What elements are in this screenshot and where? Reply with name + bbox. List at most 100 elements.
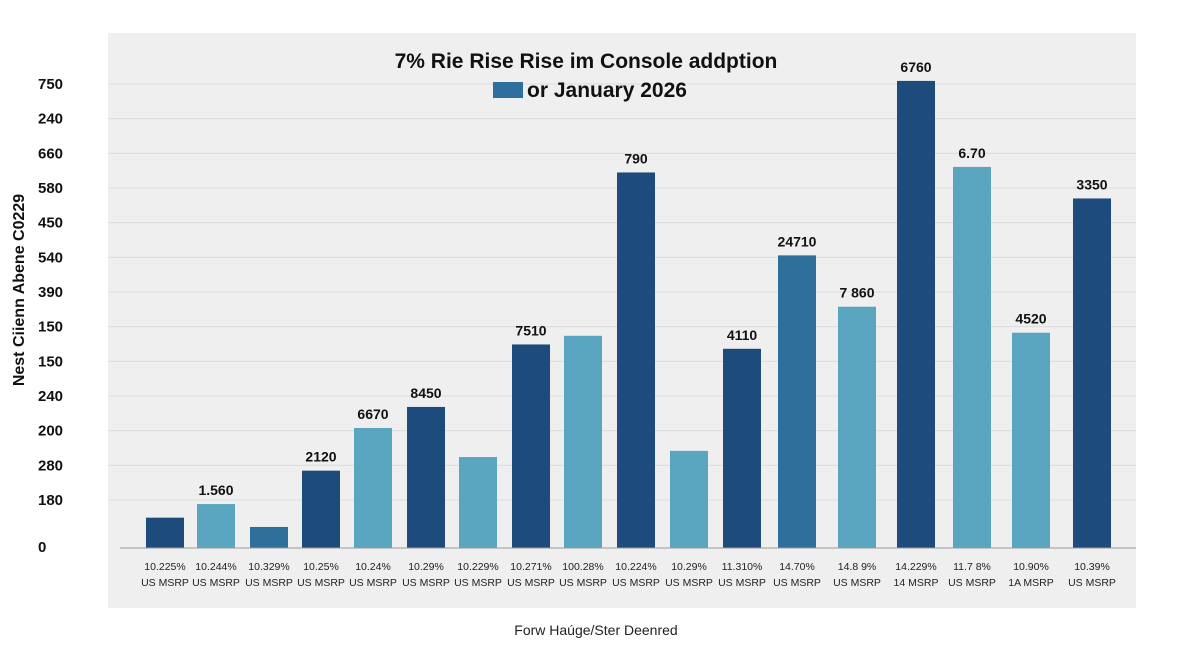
x-tick-label: 10.29% US MSRP [665, 561, 713, 589]
x-tick-label: 10.24% US MSRP [349, 561, 397, 589]
x-tick-labels: 10.225% US MSRP 10.244% US MSRP 10.329% US MS… [141, 561, 1116, 589]
x-tick-label-line1: 10.225% [144, 561, 185, 573]
x-tick-label-line2: US MSRP [718, 577, 766, 589]
y-tick-label: 150 [38, 319, 63, 336]
x-tick-label-line1: 10.271% [510, 561, 551, 573]
y-tick-label: 240 [38, 111, 63, 128]
x-tick-label-line1: 14.229% [895, 561, 936, 573]
bar [953, 166, 991, 548]
data-label: 2120 [305, 449, 336, 465]
data-label: 4110 [727, 327, 758, 343]
y-tick-label: 200 [38, 423, 63, 440]
x-tick-label-line1: 10.29% [671, 561, 707, 573]
x-tick-label-line1: 100.28% [562, 561, 603, 573]
data-label: 6670 [357, 406, 388, 422]
x-tick-label: 10.244% US MSRP [192, 561, 240, 589]
data-label: 7510 [515, 322, 546, 338]
bar [778, 255, 816, 548]
bar [670, 450, 708, 548]
y-tick-label: 280 [38, 457, 63, 474]
x-tick-label: 10.224% US MSRP [612, 561, 660, 589]
x-tick-label: 11.310% US MSRP [718, 561, 766, 589]
data-label: 8450 [410, 385, 441, 401]
x-tick-label: 10.225% US MSRP [141, 561, 189, 589]
x-tick-label: 10.271% US MSRP [507, 561, 555, 589]
x-tick-label-line2: US MSRP [297, 577, 345, 589]
x-tick-label-line1: 14.8 9% [838, 561, 877, 573]
bar [146, 517, 184, 548]
x-tick-label: 10.329% US MSRP [245, 561, 293, 589]
bar [354, 427, 392, 548]
x-tick-label-line2: US MSRP [665, 577, 713, 589]
x-tick-label-line2: US MSRP [773, 577, 821, 589]
y-tick-label: 240 [38, 388, 63, 405]
y-tick-label: 660 [38, 145, 63, 162]
x-tick-label-line2: US MSRP [948, 577, 996, 589]
data-label: 4520 [1015, 311, 1046, 327]
x-tick-label: 11.7 8% US MSRP [948, 561, 996, 589]
x-tick-label: 14.8 9% US MSRP [833, 561, 881, 589]
data-label: 1.560 [198, 482, 233, 498]
y-tick-label: 180 [38, 492, 63, 509]
x-tick-label-line1: 10.90% [1013, 561, 1049, 573]
x-tick-label: 10.90% 1A MSRP [1008, 561, 1054, 589]
bar [897, 80, 935, 548]
x-tick-label: 10.39% US MSRP [1068, 561, 1116, 589]
y-tick-label: 0 [38, 539, 46, 556]
x-tick-label-line2: US MSRP [245, 577, 293, 589]
x-tick-label-line1: 10.224% [615, 561, 656, 573]
x-tick-label-line2: US MSRP [612, 577, 660, 589]
x-tick-label-line2: US MSRP [454, 577, 502, 589]
x-tick-label-line1: 14.70% [779, 561, 815, 573]
x-tick-label-line1: 10.39% [1074, 561, 1110, 573]
data-labels: 1.560 2120 6670 8450 7510 790 4110 24710 7 860 67… [198, 59, 1107, 498]
bars [146, 80, 1111, 548]
bar [197, 504, 235, 548]
x-tick-label-line2: US MSRP [1068, 577, 1116, 589]
x-tick-label-line2: US MSRP [349, 577, 397, 589]
x-tick-label-line2: US MSRP [141, 577, 189, 589]
bar [1073, 198, 1111, 548]
bar [512, 344, 550, 548]
bar [564, 335, 602, 548]
data-label: 3350 [1076, 176, 1107, 192]
x-tick-label-line2: US MSRP [833, 577, 881, 589]
data-label: 6760 [900, 59, 931, 75]
x-tick-label-line1: 10.24% [355, 561, 391, 573]
data-label: 790 [624, 150, 648, 166]
x-tick-label-line2: 14 MSRP [894, 577, 939, 589]
x-tick-label-line2: 1A MSRP [1008, 577, 1054, 589]
x-tick-label-line1: 10.244% [195, 561, 236, 573]
x-tick-label-line1: 10.329% [248, 561, 289, 573]
bar [459, 457, 497, 548]
x-tick-label: 10.29% US MSRP [402, 561, 450, 589]
x-tick-label-line1: 11.7 8% [953, 561, 991, 573]
bar [250, 526, 288, 548]
x-tick-label-line1: 10.25% [303, 561, 339, 573]
y-tick-label: 580 [38, 180, 63, 197]
x-tick-label: 14.70% US MSRP [773, 561, 821, 589]
y-tick-labels: 0 180 280 200 240 150 150 390 540 450 580 660 240 750 [38, 76, 63, 556]
x-tick-label-line2: US MSRP [192, 577, 240, 589]
data-label: 24710 [778, 233, 817, 249]
legend-swatch [493, 82, 523, 98]
data-label: 6.70 [958, 145, 985, 161]
legend-label: or January 2026 [527, 79, 687, 102]
data-label: 7 860 [839, 285, 874, 301]
x-tick-label: 100.28% US MSRP [559, 561, 607, 589]
x-tick-label: 10.25% US MSRP [297, 561, 345, 589]
x-tick-label: 10.229% US MSRP [454, 561, 502, 589]
bar [617, 172, 655, 548]
y-tick-label: 750 [38, 76, 63, 93]
x-tick-label-line1: 10.29% [408, 561, 444, 573]
bar [302, 470, 340, 548]
x-tick-label-line2: US MSRP [559, 577, 607, 589]
y-tick-label: 540 [38, 249, 63, 266]
bar [838, 306, 876, 548]
y-axis-title: Nest Ciienn Abene C0229 [11, 194, 28, 386]
x-tick-label: 14.229% 14 MSRP [894, 561, 939, 589]
bar [407, 406, 445, 548]
x-tick-label-line1: 10.229% [457, 561, 498, 573]
bar [1012, 332, 1050, 548]
